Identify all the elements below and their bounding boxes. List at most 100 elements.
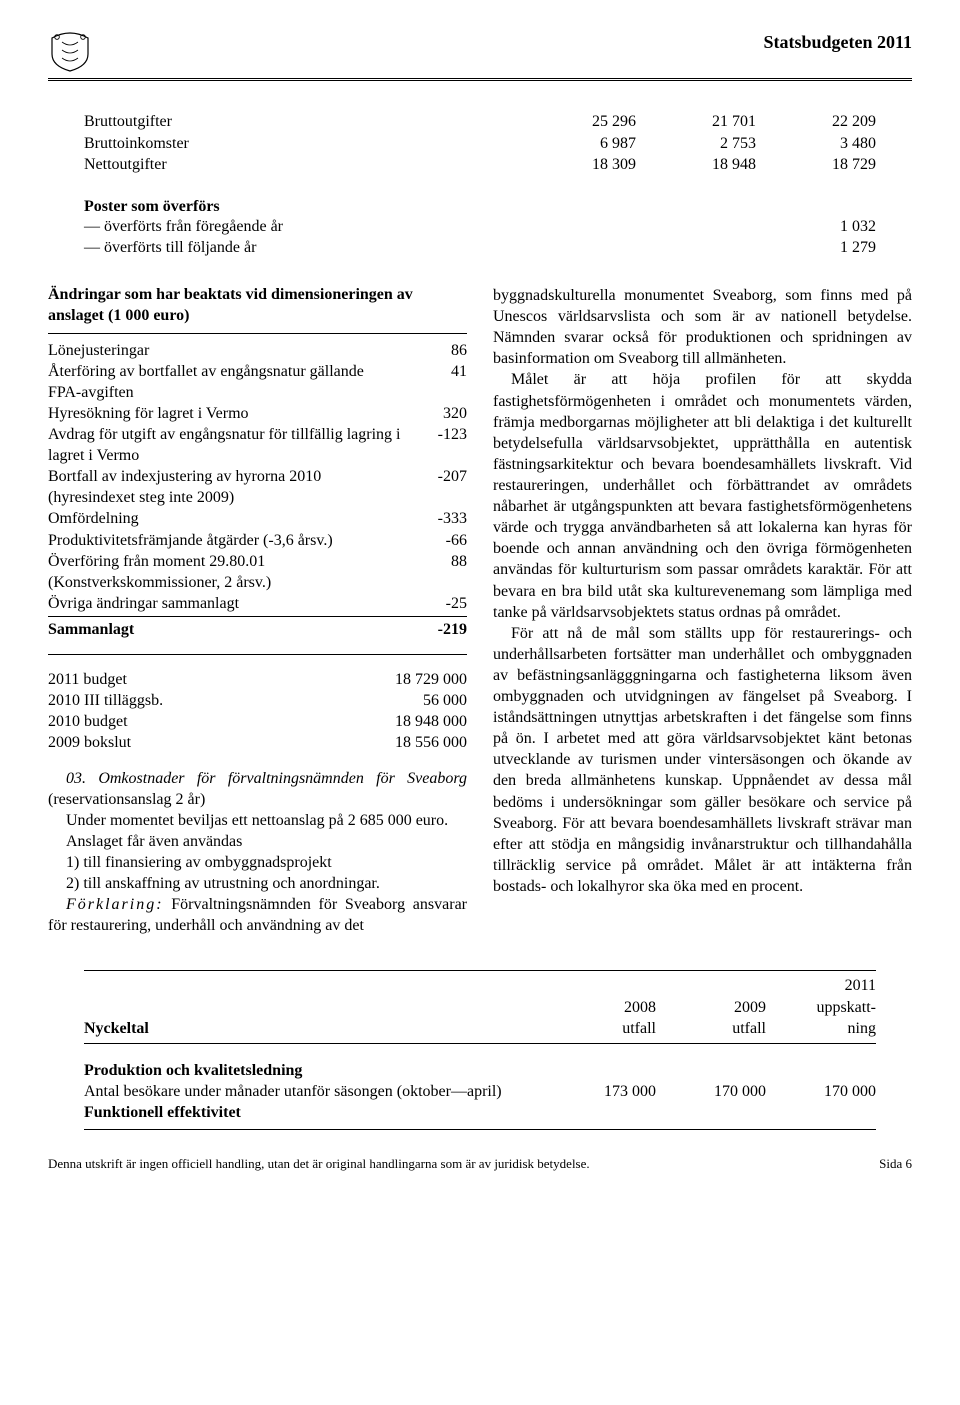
row-label: Omfördelning	[48, 508, 409, 529]
row-label: Sammanlagt	[48, 619, 409, 640]
cell: 1 279	[756, 237, 876, 259]
cell: -219	[409, 619, 467, 640]
cell: -66	[409, 530, 467, 551]
row-label: Hyresökning för lagret i Vermo	[48, 403, 409, 424]
cell: 2 753	[636, 133, 756, 155]
footer-text: Denna utskrift är ingen officiell handli…	[48, 1156, 590, 1172]
header-title: Statsbudgeten 2011	[763, 28, 912, 53]
paragraph: 2) till anskaffning av utrustning och an…	[48, 873, 467, 894]
paragraph: För att nå de mål som ställts upp för re…	[493, 623, 912, 897]
table-row: Produktivitetsfrämjande åtgärder (-3,6 å…	[48, 530, 467, 551]
table-row: — överförts till följande år 1 279	[84, 237, 876, 259]
right-column: byggnadskulturella monumentet Sveaborg, …	[493, 285, 912, 936]
summary-table: Bruttoutgifter 25 296 21 701 22 209 Brut…	[84, 111, 876, 176]
cell: 88	[409, 551, 467, 593]
cell	[656, 1060, 766, 1081]
cell: -25	[409, 593, 467, 614]
table-row: Produktion och kvalitetsledning	[84, 1060, 876, 1081]
column-label: utfall	[656, 1018, 766, 1039]
table-row: — överförts från föregående år 1 032	[84, 216, 876, 238]
forklaring-paragraph: Förklaring: Förvaltningsnämnden för Svea…	[48, 894, 467, 936]
page: Statsbudgeten 2011 Bruttoutgifter 25 296…	[0, 0, 960, 1192]
left-column: Ändringar som har beaktats vid dimension…	[48, 285, 467, 936]
cell: 1 032	[756, 216, 876, 238]
row-label: 2009 bokslut	[48, 732, 347, 753]
forklaring-label: Förklaring:	[66, 896, 164, 913]
paragraph: Målet är att höja profilen för att skydd…	[493, 369, 912, 622]
row-label: Bruttoutgifter	[84, 111, 516, 133]
row-label: 2011 budget	[48, 669, 347, 690]
column-label: uppskatt-	[766, 997, 876, 1018]
row-heading: Produktion och kvalitetsledning	[84, 1060, 546, 1081]
title-plain: (reservationsanslag 2 år)	[48, 791, 205, 808]
row-label: Bortfall av indexjustering av hyrorna 20…	[48, 466, 409, 508]
paragraph: Under momentet beviljas ett nettoanslag …	[48, 810, 467, 831]
cell: 3 480	[756, 133, 876, 155]
page-header: Statsbudgeten 2011	[48, 28, 912, 79]
andringar-table: Lönejusteringar86 Återföring av bortfall…	[48, 340, 467, 641]
page-footer: Denna utskrift är ingen officiell handli…	[48, 1156, 912, 1172]
table-row: 2011	[84, 975, 876, 996]
cell: 320	[409, 403, 467, 424]
budget-years-table: 2011 budget18 729 000 2010 III tilläggsb…	[48, 669, 467, 753]
row-label: — överförts från föregående år	[84, 216, 756, 238]
coat-of-arms-icon	[48, 28, 92, 72]
row-label: Nettoutgifter	[84, 154, 516, 176]
cell: 18 729 000	[347, 669, 467, 690]
cell: 18 309	[516, 154, 636, 176]
paragraph: 1) till finansiering av ombyggnadsprojek…	[48, 852, 467, 873]
row-label: Återföring av bortfallet av engångsnatur…	[48, 361, 409, 403]
spacer	[84, 1044, 876, 1054]
table-row: Återföring av bortfallet av engångsnatur…	[48, 361, 467, 403]
nyckeltal-head: 2011 2008 2009 uppskatt- Nyckeltal utfal…	[84, 970, 876, 1043]
row-label: Övriga ändringar sammanlagt	[48, 593, 409, 614]
andringar-heading: Ändringar som har beaktats vid dimension…	[48, 285, 467, 327]
table-row: Antal besökare under månader utanför säs…	[84, 1081, 876, 1102]
cell: 170 000	[766, 1081, 876, 1102]
cell: 18 948 000	[347, 711, 467, 732]
nyckeltal-table: 2011 2008 2009 uppskatt- Nyckeltal utfal…	[84, 970, 876, 1130]
table-row: Avdrag för utgift av engångsnatur för ti…	[48, 424, 467, 466]
table-row: 2009 bokslut18 556 000	[48, 732, 467, 753]
column-label: 2008	[546, 997, 656, 1018]
cell	[546, 1060, 656, 1081]
table-row: 2010 III tilläggsb.56 000	[48, 690, 467, 711]
column-label	[656, 975, 766, 996]
column-label: 2009	[656, 997, 766, 1018]
row-label: Lönejusteringar	[48, 340, 409, 361]
column-label	[546, 975, 656, 996]
cell: -123	[409, 424, 467, 466]
table-row: Bruttoinkomster 6 987 2 753 3 480	[84, 133, 876, 155]
table-row: Omfördelning-333	[48, 508, 467, 529]
row-label: Överföring från moment 29.80.01 (Konstve…	[48, 551, 409, 593]
table-row: Funktionell effektivitet	[84, 1102, 876, 1123]
cell: -207	[409, 466, 467, 508]
paragraph: byggnadskulturella monumentet Sveaborg, …	[493, 285, 912, 369]
table-row: Bortfall av indexjustering av hyrorna 20…	[48, 466, 467, 508]
cell: -333	[409, 508, 467, 529]
table-row: Bruttoutgifter 25 296 21 701 22 209	[84, 111, 876, 133]
table-row: Nyckeltal utfall utfall ning	[84, 1018, 876, 1039]
cell	[656, 1102, 766, 1123]
cell: 86	[409, 340, 467, 361]
cell	[766, 1102, 876, 1123]
title-italic: 03. Omkostnader för förvaltningsnämnden …	[66, 770, 467, 787]
table-row: Överföring från moment 29.80.01 (Konstve…	[48, 551, 467, 593]
row-heading: Funktionell effektivitet	[84, 1102, 546, 1123]
column-label: utfall	[546, 1018, 656, 1039]
row-label: Antal besökare under månader utanför säs…	[84, 1081, 546, 1102]
cell: 18 948	[636, 154, 756, 176]
nyckeltal-body: Produktion och kvalitetsledning Antal be…	[84, 1054, 876, 1130]
paragraph: Anslaget får även användas	[48, 831, 467, 852]
cell: 18 556 000	[347, 732, 467, 753]
rule	[48, 333, 467, 334]
column-label	[84, 975, 546, 996]
table-row-sum: Sammanlagt-219	[48, 616, 467, 640]
cell: 56 000	[347, 690, 467, 711]
section-03-title: 03. Omkostnader för förvaltningsnämnden …	[48, 768, 467, 810]
table-row: Hyresökning för lagret i Vermo320	[48, 403, 467, 424]
nyckeltal-label: Nyckeltal	[84, 1018, 546, 1039]
column-label: 2011	[766, 975, 876, 996]
cell: 21 701	[636, 111, 756, 133]
cell	[766, 1060, 876, 1081]
